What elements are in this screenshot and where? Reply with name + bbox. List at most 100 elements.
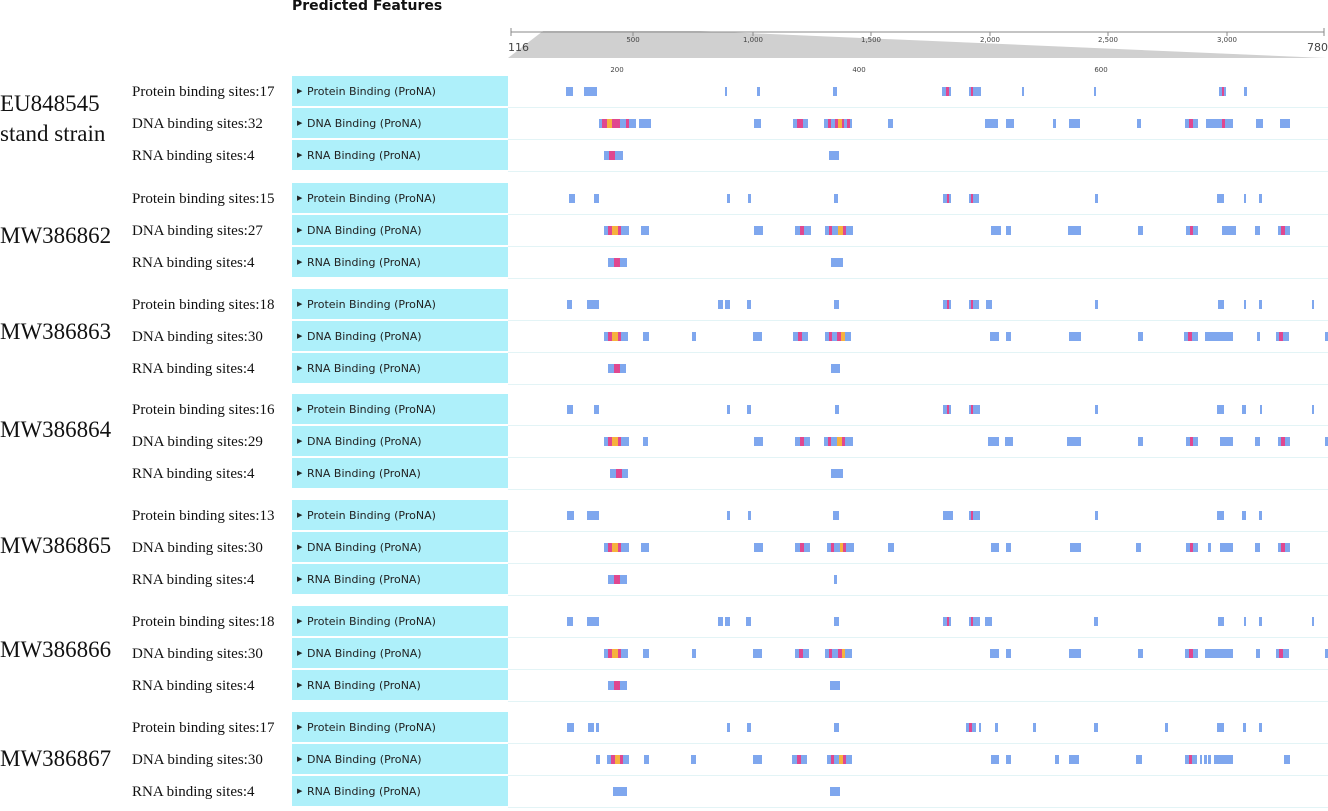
binding-site[interactable]: [753, 649, 762, 658]
binding-site[interactable]: [1222, 119, 1225, 128]
binding-site[interactable]: [620, 258, 627, 267]
binding-site[interactable]: [1257, 332, 1260, 341]
binding-site[interactable]: [834, 300, 839, 309]
binding-site[interactable]: [1136, 543, 1141, 552]
binding-site[interactable]: [614, 364, 620, 373]
track-toggle-dna[interactable]: ▶ DNA Binding (ProNA): [292, 426, 508, 457]
binding-site[interactable]: [692, 649, 696, 658]
binding-site[interactable]: [1033, 723, 1036, 732]
binding-site[interactable]: [1259, 617, 1262, 626]
binding-site[interactable]: [608, 226, 612, 235]
binding-site[interactable]: [946, 87, 949, 96]
binding-site[interactable]: [1276, 649, 1279, 658]
binding-site[interactable]: [973, 300, 979, 309]
binding-site[interactable]: [1220, 437, 1233, 446]
binding-site[interactable]: [643, 332, 649, 341]
binding-site[interactable]: [1069, 649, 1081, 658]
binding-site[interactable]: [836, 787, 840, 796]
binding-site[interactable]: [692, 332, 696, 341]
binding-site[interactable]: [1184, 332, 1188, 341]
binding-site[interactable]: [1255, 437, 1260, 446]
binding-site[interactable]: [607, 119, 612, 128]
binding-site[interactable]: [754, 226, 763, 235]
binding-site[interactable]: [829, 226, 832, 235]
binding-site[interactable]: [1256, 649, 1260, 658]
binding-site[interactable]: [620, 755, 623, 764]
binding-site[interactable]: [834, 723, 839, 732]
binding-site[interactable]: [1006, 226, 1011, 235]
binding-site[interactable]: [1225, 119, 1233, 128]
binding-site[interactable]: [748, 194, 751, 203]
binding-site[interactable]: [1095, 194, 1098, 203]
binding-site[interactable]: [1189, 755, 1192, 764]
binding-site[interactable]: [1278, 226, 1281, 235]
binding-site[interactable]: [831, 364, 840, 373]
binding-site[interactable]: [1255, 226, 1260, 235]
binding-site[interactable]: [830, 787, 836, 796]
binding-site[interactable]: [608, 575, 614, 584]
binding-site[interactable]: [990, 649, 999, 658]
binding-site[interactable]: [718, 300, 723, 309]
track-toggle-rna[interactable]: ▶ RNA Binding (ProNA): [292, 670, 508, 701]
binding-site[interactable]: [1224, 87, 1226, 96]
binding-site[interactable]: [842, 437, 845, 446]
binding-site[interactable]: [567, 511, 574, 520]
binding-site[interactable]: [1137, 119, 1141, 128]
binding-site[interactable]: [753, 755, 762, 764]
binding-site[interactable]: [1208, 543, 1211, 552]
binding-site[interactable]: [594, 405, 599, 414]
track-toggle-protein[interactable]: ▶ Protein Binding (ProNA): [292, 76, 508, 107]
binding-site[interactable]: [845, 332, 851, 341]
binding-site[interactable]: [800, 226, 804, 235]
binding-site[interactable]: [610, 469, 616, 478]
binding-site[interactable]: [943, 194, 947, 203]
binding-site[interactable]: [1312, 617, 1314, 626]
binding-site[interactable]: [1325, 649, 1328, 658]
binding-site[interactable]: [1325, 332, 1328, 341]
binding-site[interactable]: [1281, 543, 1285, 552]
binding-site[interactable]: [747, 405, 751, 414]
binding-site[interactable]: [616, 469, 622, 478]
binding-site[interactable]: [1193, 649, 1198, 658]
binding-site[interactable]: [1217, 194, 1224, 203]
binding-site[interactable]: [843, 226, 846, 235]
binding-site[interactable]: [828, 119, 831, 128]
binding-site[interactable]: [757, 87, 760, 96]
binding-site[interactable]: [1022, 87, 1024, 96]
binding-site[interactable]: [612, 332, 618, 341]
binding-site[interactable]: [801, 755, 807, 764]
binding-site[interactable]: [971, 617, 973, 626]
binding-site[interactable]: [1243, 723, 1246, 732]
binding-site[interactable]: [1192, 755, 1197, 764]
binding-site[interactable]: [834, 543, 840, 552]
binding-site[interactable]: [1244, 617, 1246, 626]
binding-site[interactable]: [1278, 543, 1281, 552]
binding-site[interactable]: [1285, 226, 1290, 235]
binding-site[interactable]: [639, 119, 651, 128]
binding-site[interactable]: [727, 194, 730, 203]
binding-site[interactable]: [1005, 437, 1013, 446]
binding-site[interactable]: [973, 511, 980, 520]
binding-site[interactable]: [831, 543, 834, 552]
binding-site[interactable]: [1193, 226, 1198, 235]
binding-site[interactable]: [1006, 543, 1011, 552]
binding-site[interactable]: [845, 649, 852, 658]
binding-site[interactable]: [834, 194, 838, 203]
binding-site[interactable]: [825, 226, 829, 235]
binding-site[interactable]: [621, 437, 629, 446]
binding-site[interactable]: [1138, 437, 1143, 446]
binding-site[interactable]: [829, 332, 832, 341]
binding-site[interactable]: [1280, 119, 1290, 128]
binding-site[interactable]: [1190, 437, 1193, 446]
binding-site[interactable]: [832, 226, 838, 235]
binding-site[interactable]: [614, 575, 620, 584]
binding-site[interactable]: [1242, 405, 1246, 414]
binding-site[interactable]: [754, 119, 761, 128]
binding-site[interactable]: [795, 543, 800, 552]
binding-site[interactable]: [1259, 194, 1262, 203]
binding-site[interactable]: [995, 723, 998, 732]
binding-site[interactable]: [985, 119, 998, 128]
binding-site[interactable]: [1260, 405, 1262, 414]
binding-site[interactable]: [1312, 405, 1314, 414]
binding-site[interactable]: [725, 300, 730, 309]
